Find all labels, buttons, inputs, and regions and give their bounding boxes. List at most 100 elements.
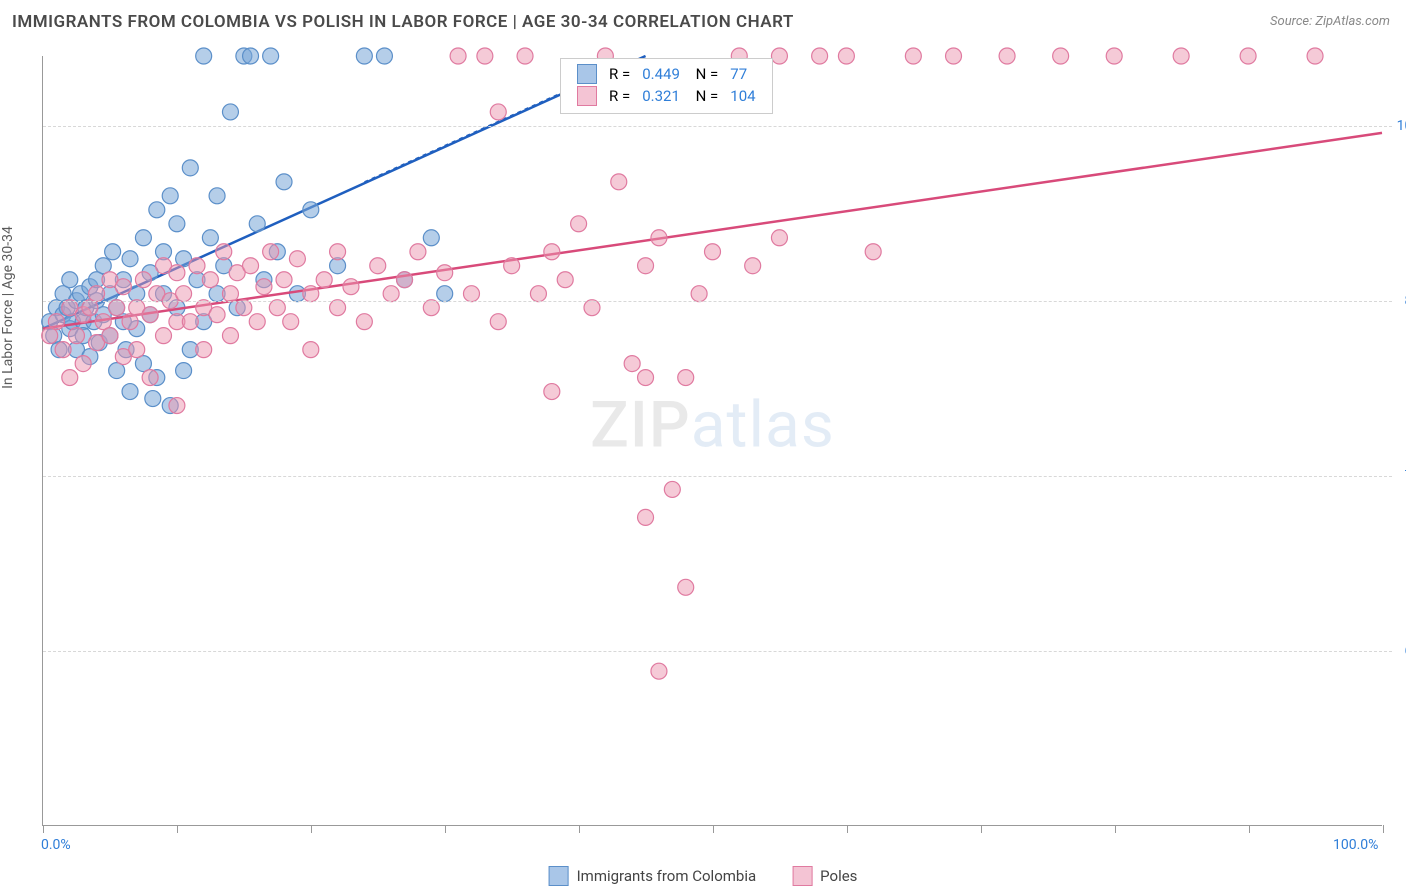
point-1 bbox=[68, 328, 84, 344]
x-tick bbox=[1383, 825, 1384, 833]
point-1 bbox=[530, 286, 546, 302]
x-tick bbox=[43, 825, 44, 833]
x-tick bbox=[847, 825, 848, 833]
point-0 bbox=[222, 104, 238, 120]
point-1 bbox=[222, 328, 238, 344]
point-0 bbox=[276, 174, 292, 190]
point-1 bbox=[243, 258, 259, 274]
point-0 bbox=[249, 216, 265, 232]
y-tick-label: 75.0% bbox=[1388, 468, 1406, 484]
point-1 bbox=[691, 286, 707, 302]
point-1 bbox=[135, 272, 151, 288]
point-1 bbox=[55, 342, 71, 358]
point-1 bbox=[356, 314, 372, 330]
point-1 bbox=[303, 286, 319, 302]
point-1 bbox=[865, 244, 881, 260]
point-1 bbox=[202, 272, 218, 288]
bottom-legend-item-1: Poles bbox=[792, 866, 857, 886]
gridline-h bbox=[43, 126, 1392, 127]
swatch-series-0 bbox=[577, 64, 597, 84]
bottom-label-0: Immigrants from Colombia bbox=[577, 867, 757, 885]
y-tick-label: 62.5% bbox=[1388, 643, 1406, 659]
point-1 bbox=[209, 307, 225, 323]
point-0 bbox=[209, 188, 225, 204]
point-1 bbox=[651, 663, 667, 679]
point-0 bbox=[202, 230, 218, 246]
point-1 bbox=[812, 48, 828, 64]
point-1 bbox=[142, 370, 158, 386]
point-0 bbox=[196, 48, 212, 64]
point-1 bbox=[316, 272, 332, 288]
x-tick bbox=[311, 825, 312, 833]
point-1 bbox=[222, 286, 238, 302]
point-0 bbox=[182, 160, 198, 176]
legend-row-0: R = 0.449 N = 77 bbox=[571, 63, 762, 85]
scatter-svg bbox=[43, 56, 1382, 825]
point-1 bbox=[397, 272, 413, 288]
point-0 bbox=[243, 48, 259, 64]
point-1 bbox=[330, 244, 346, 260]
point-1 bbox=[169, 398, 185, 414]
x-tick bbox=[445, 825, 446, 833]
point-1 bbox=[490, 314, 506, 330]
point-1 bbox=[450, 48, 466, 64]
point-1 bbox=[89, 286, 105, 302]
point-1 bbox=[544, 244, 560, 260]
point-0 bbox=[423, 230, 439, 246]
point-1 bbox=[283, 314, 299, 330]
x-tick bbox=[1249, 825, 1250, 833]
point-1 bbox=[263, 244, 279, 260]
point-1 bbox=[1240, 48, 1256, 64]
chart-title: IMMIGRANTS FROM COLOMBIA VS POLISH IN LA… bbox=[12, 12, 794, 32]
point-1 bbox=[343, 279, 359, 295]
point-0 bbox=[376, 48, 392, 64]
point-1 bbox=[169, 265, 185, 281]
point-1 bbox=[189, 258, 205, 274]
point-1 bbox=[48, 314, 64, 330]
gridline-h bbox=[43, 651, 1392, 652]
point-1 bbox=[176, 286, 192, 302]
plot-area: ZIPatlas 62.5%75.0%87.5%100.0%0.0%100.0% bbox=[42, 56, 1382, 826]
point-0 bbox=[149, 202, 165, 218]
point-1 bbox=[1106, 48, 1122, 64]
point-0 bbox=[162, 188, 178, 204]
point-1 bbox=[517, 48, 533, 64]
point-1 bbox=[838, 48, 854, 64]
point-0 bbox=[169, 216, 185, 232]
gridline-h bbox=[43, 476, 1392, 477]
point-1 bbox=[557, 272, 573, 288]
point-1 bbox=[115, 279, 131, 295]
point-1 bbox=[999, 48, 1015, 64]
point-1 bbox=[249, 314, 265, 330]
point-1 bbox=[638, 509, 654, 525]
point-1 bbox=[410, 244, 426, 260]
point-1 bbox=[1173, 48, 1189, 64]
point-1 bbox=[236, 300, 252, 316]
point-1 bbox=[571, 216, 587, 232]
point-1 bbox=[624, 356, 640, 372]
x-tick bbox=[1115, 825, 1116, 833]
point-0 bbox=[303, 202, 319, 218]
point-1 bbox=[504, 258, 520, 274]
point-1 bbox=[771, 230, 787, 246]
point-1 bbox=[256, 279, 272, 295]
point-1 bbox=[905, 48, 921, 64]
point-1 bbox=[638, 370, 654, 386]
point-1 bbox=[1053, 48, 1069, 64]
point-1 bbox=[477, 48, 493, 64]
point-0 bbox=[437, 286, 453, 302]
correlation-legend: R = 0.449 N = 77 R = 0.321 N = 104 bbox=[560, 58, 773, 114]
swatch-series-1 bbox=[577, 86, 597, 106]
bottom-legend: Immigrants from Colombia Poles bbox=[549, 866, 858, 886]
point-1 bbox=[771, 48, 787, 64]
x-tick bbox=[177, 825, 178, 833]
point-1 bbox=[544, 384, 560, 400]
r-value-0: 0.449 bbox=[636, 63, 686, 85]
point-0 bbox=[356, 48, 372, 64]
point-1 bbox=[745, 258, 761, 274]
point-0 bbox=[122, 251, 138, 267]
point-1 bbox=[678, 370, 694, 386]
point-0 bbox=[145, 391, 161, 407]
point-0 bbox=[122, 384, 138, 400]
point-1 bbox=[303, 342, 319, 358]
